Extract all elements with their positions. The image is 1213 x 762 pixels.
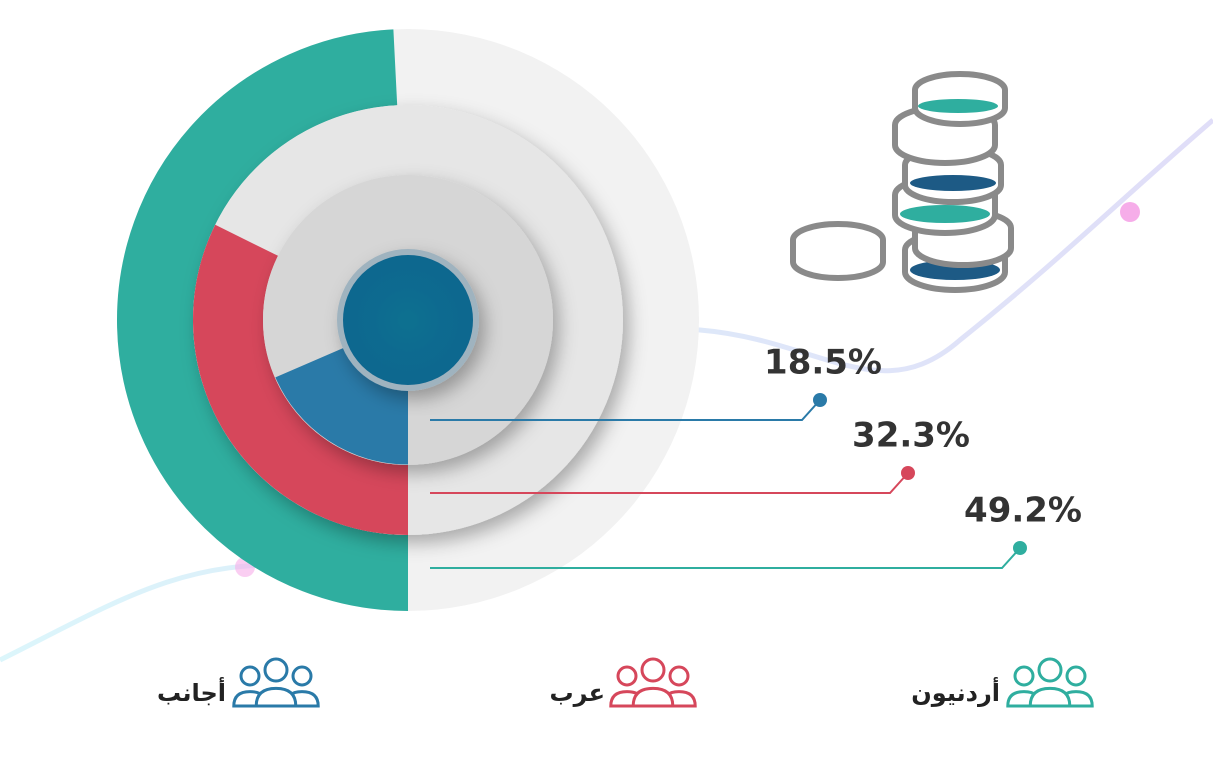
person-head xyxy=(1037,657,1063,683)
rings xyxy=(117,29,699,611)
ring-arc xyxy=(193,224,409,535)
person-head xyxy=(1065,665,1087,687)
person-head xyxy=(263,657,289,683)
center-disc xyxy=(337,249,479,391)
person-body xyxy=(254,686,298,708)
people-icon xyxy=(609,657,697,708)
leader-dot xyxy=(813,393,827,407)
person-head xyxy=(291,665,313,687)
legend-label: أردنيون xyxy=(911,677,1000,707)
ring-arc xyxy=(275,346,410,465)
leader-dot xyxy=(901,466,915,480)
value-label: 49.2% xyxy=(964,491,1082,531)
person-body xyxy=(631,686,675,708)
person-head xyxy=(668,665,690,687)
leader-dot xyxy=(1013,541,1027,555)
person-head xyxy=(640,657,666,683)
people-icon xyxy=(232,657,320,708)
legend-label: أجانب xyxy=(157,677,226,707)
legend-label: عرب xyxy=(550,679,605,707)
coins-icon xyxy=(790,71,1014,293)
people-icon xyxy=(1006,657,1094,708)
person-head xyxy=(616,665,638,687)
person-body xyxy=(1028,686,1072,708)
leader-line xyxy=(430,472,909,494)
value-label: 32.3% xyxy=(852,416,970,456)
person-head xyxy=(1013,665,1035,687)
leader-line xyxy=(430,399,821,421)
leader-line xyxy=(430,547,1021,569)
value-label: 18.5% xyxy=(764,343,882,383)
ring-arc xyxy=(117,29,409,611)
person-head xyxy=(239,665,261,687)
